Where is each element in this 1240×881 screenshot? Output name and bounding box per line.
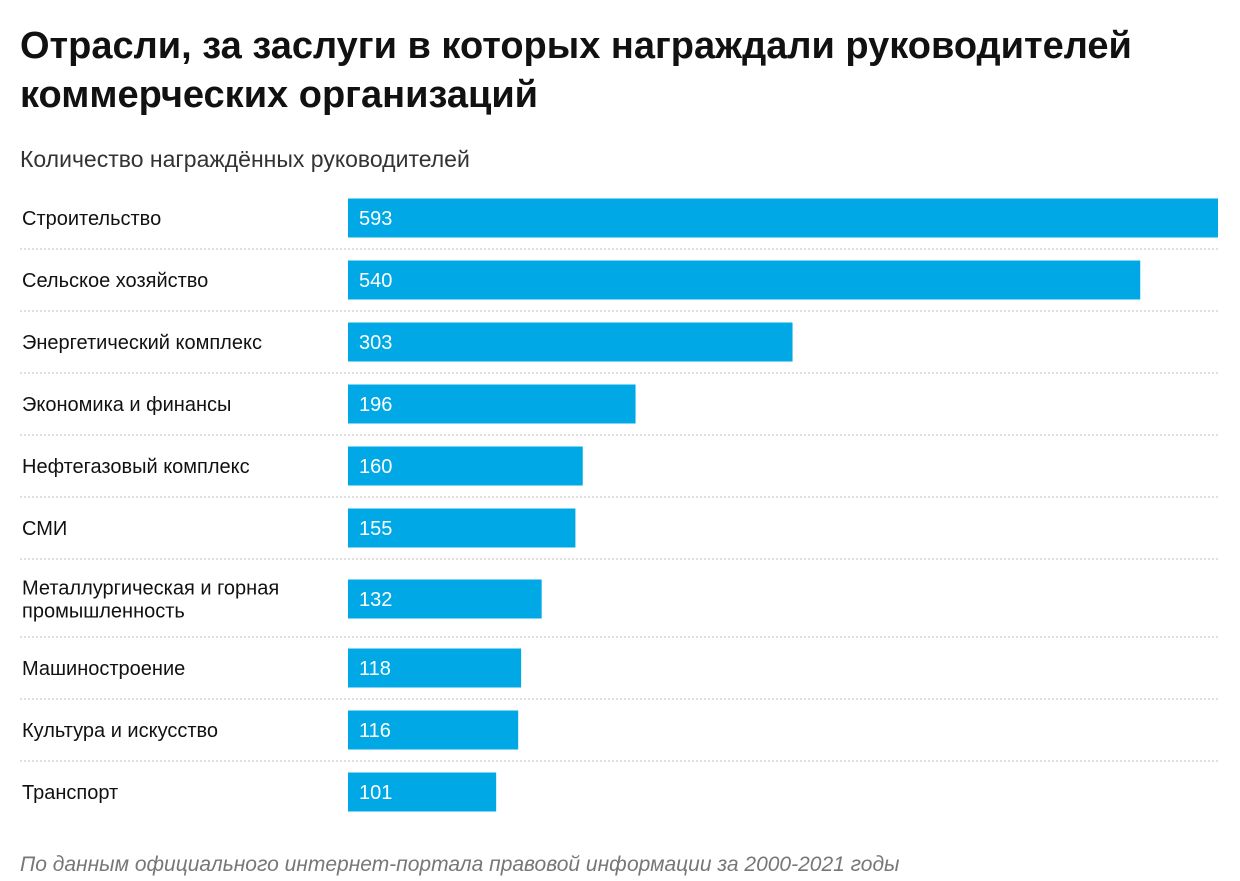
- category-label: промышленность: [22, 601, 185, 623]
- bar-value-label: 593: [359, 208, 392, 230]
- bar-value-label: 303: [359, 332, 392, 354]
- bar: [348, 384, 636, 424]
- bar-value-label: 101: [359, 782, 392, 804]
- category-label: Транспорт: [22, 782, 118, 804]
- bar: [348, 446, 583, 486]
- bar: [348, 260, 1141, 300]
- chart-subtitle: Количество награждённых руководителей: [20, 146, 470, 172]
- category-label: Энергетический комплекс: [22, 332, 262, 354]
- category-label: Сельское хозяйство: [22, 270, 208, 292]
- bar: [348, 198, 1218, 238]
- bar-value-label: 116: [359, 720, 391, 742]
- category-label: СМИ: [22, 518, 67, 540]
- bar: [348, 710, 519, 750]
- bar-value-label: 132: [359, 589, 392, 611]
- bar-value-label: 155: [359, 518, 392, 540]
- category-label: Нефтегазовый комплекс: [22, 456, 250, 478]
- category-label: Культура и искусство: [22, 720, 218, 742]
- bar-value-label: 118: [359, 658, 391, 680]
- category-label: Строительство: [22, 208, 161, 230]
- chart-title: Отрасли, за заслуги в которых награждали…: [20, 25, 1132, 116]
- bar-value-label: 540: [359, 270, 392, 292]
- category-label: Металлургическая и горная: [22, 578, 279, 600]
- bar: [348, 508, 576, 548]
- bar: [348, 322, 793, 362]
- bar: [348, 648, 522, 688]
- category-label: Экономика и финансы: [22, 394, 231, 416]
- source-note: По данным официального интернет-портала …: [20, 853, 900, 876]
- bar-value-label: 160: [359, 456, 392, 478]
- category-label: Машиностроение: [22, 658, 185, 680]
- bar: [348, 579, 542, 619]
- bar: [348, 772, 497, 812]
- bar-value-label: 196: [359, 394, 392, 416]
